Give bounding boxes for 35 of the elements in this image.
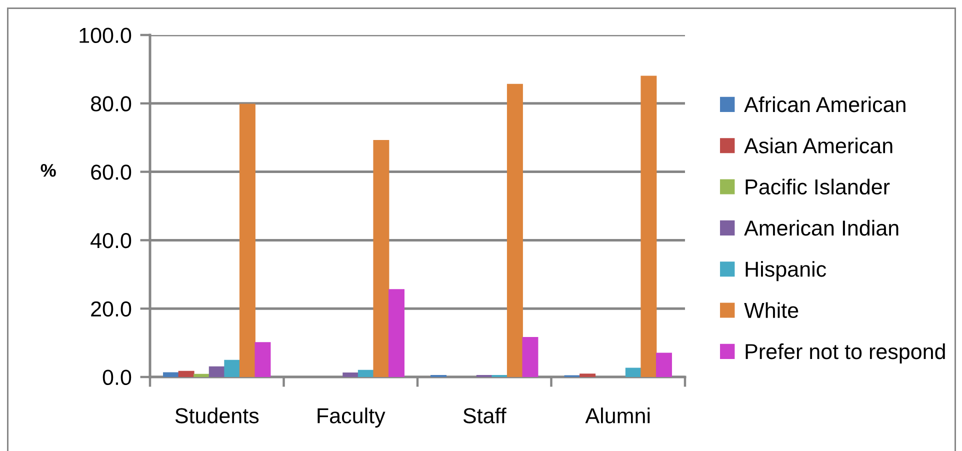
- x-tick-label: Students: [175, 408, 259, 424]
- bar: [580, 374, 596, 377]
- legend-label: American Indian: [744, 220, 898, 236]
- bar: [224, 360, 240, 377]
- bar: [358, 370, 374, 377]
- bar: [522, 336, 538, 377]
- y-axis-title: %: [40, 164, 56, 177]
- bar: [388, 289, 404, 377]
- bar: [506, 84, 523, 377]
- bar: [625, 368, 642, 377]
- x-tick-label: Faculty: [318, 408, 386, 428]
- legend-label: Prefer not to respond: [746, 343, 945, 364]
- bar: [656, 352, 672, 377]
- bar: [373, 140, 390, 377]
- y-tick-label: 100.0: [80, 28, 132, 44]
- y-tick-label: 80.0: [90, 96, 132, 112]
- y-tick-label: 0.0: [102, 370, 132, 386]
- legend-label: Asian American: [744, 138, 892, 154]
- legend-label: Hispanic: [746, 261, 826, 282]
- bar: [640, 76, 657, 377]
- x-tick-label: Alumni: [585, 408, 650, 424]
- y-tick-label: 60.0: [91, 164, 132, 180]
- bar: [163, 372, 180, 377]
- legend-label: White: [744, 302, 798, 318]
- y-tick-label: 40.0: [90, 232, 132, 248]
- x-tick-label: Staff: [463, 408, 506, 424]
- bar: [254, 342, 271, 377]
- y-tick-label: 20.0: [91, 301, 132, 317]
- bar: [194, 374, 210, 377]
- legend-label: African American: [744, 96, 906, 112]
- bar: [342, 372, 359, 377]
- bar: [178, 370, 194, 377]
- bar: [208, 366, 225, 377]
- legend-label: Pacific Islander: [746, 178, 890, 195]
- bar: [239, 104, 256, 377]
